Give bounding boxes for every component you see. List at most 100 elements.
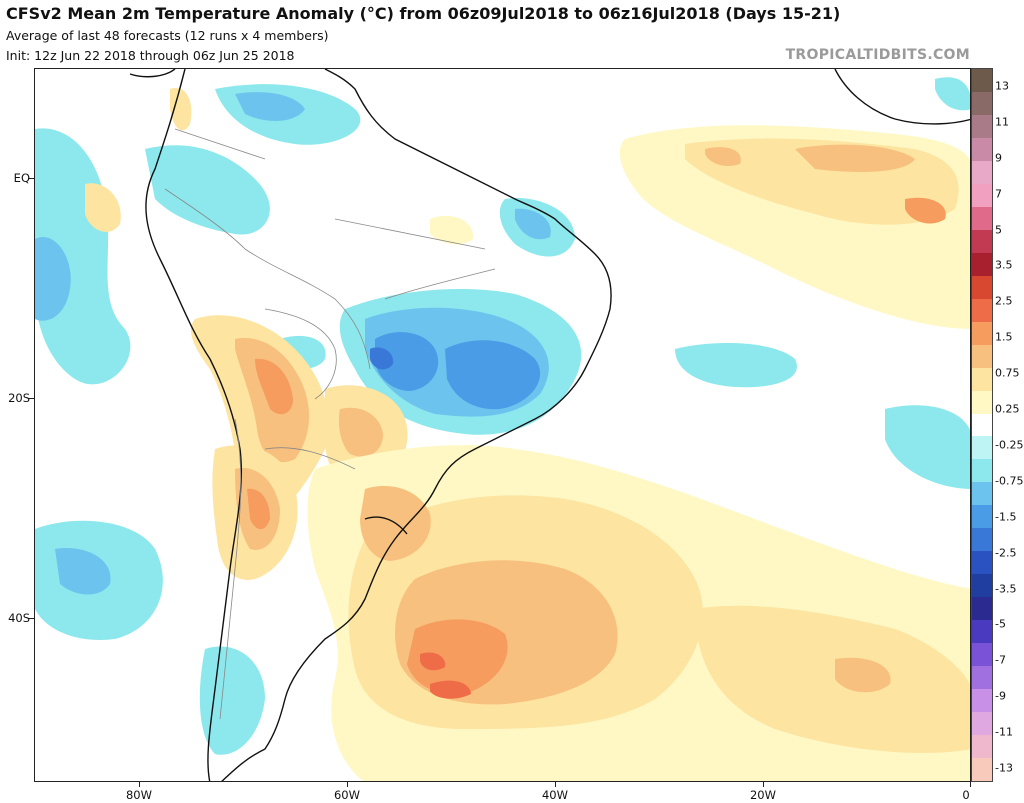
cool-region-pacific-south-core [55,548,111,595]
central-america-coast [129,69,176,78]
cool-region-patagonia [199,646,265,755]
colorbar-label: -0.75 [995,474,1024,488]
colorbar-label: 9 [995,151,1002,165]
colorbar-segment [972,298,992,323]
colorbar-label: -5 [995,617,1006,631]
lon-label-40w: 40W [541,788,569,802]
lat-label-40s: 40S [8,611,30,625]
south-america-coastline [145,69,612,781]
colorbar-label: -7 [995,653,1006,667]
argentina-chile-border [219,418,242,720]
forecast-description: Average of last 48 forecasts (12 runs x … [6,28,329,43]
colorbar-segment [972,436,992,460]
colorbar-segment [972,482,992,506]
cool-region-southwest-africa [935,77,970,111]
colorbar-segment [972,597,992,621]
colorbar-label: 7 [995,187,1002,201]
colorbar-label: -0.25 [995,438,1024,452]
cool-region-nordeste-core [515,208,551,240]
colorbar-segment [972,183,992,208]
colorbar-label: 11 [995,115,1009,129]
brazil-internal-2 [384,268,496,300]
bolivia-border [264,308,337,400]
lat-label-20s: 20S [8,391,30,405]
tick-20w [763,782,764,787]
warm-region-east-atlantic-core [835,657,891,693]
cool-region-pacific-north-core [35,237,71,321]
tick-eq [28,178,34,179]
cool-region-atlantic-equatorial [675,343,797,388]
colorbar-segment [972,137,992,162]
border-layer [164,128,496,720]
colorbar-segment [972,390,992,414]
uruguay-coast [364,516,408,535]
coastline-layer [129,69,970,781]
argentina-north-border [264,447,356,470]
colorbar-label: 5 [995,223,1002,237]
lon-label-0: 0 [962,788,970,802]
warm-region-paraguay-mid [338,407,383,457]
cool-region-south-atlantic-east [885,405,970,489]
colorbar-segment [972,321,992,346]
lon-label-60w: 60W [333,788,361,802]
colorbar-segment [972,735,992,759]
tick-40s [28,618,34,619]
brand-watermark: TROPICALTIDBITS.COM [785,47,970,63]
colorbar-segment [972,689,992,713]
cool-region-brazil-central-core2 [445,340,541,410]
colorbar-segment [972,620,992,644]
warm-region-south-atlantic-peak2 [430,680,471,699]
warm-region-guianas [430,215,474,245]
colorbar-segment [972,666,992,690]
colorbar-label: -9 [995,689,1006,703]
cool-region-brazil-central-core [374,332,439,391]
tick-40w [555,782,556,787]
cool-region-andes-north [145,145,270,235]
colorbar-label: -3.5 [995,582,1017,596]
colombia-border [174,128,266,160]
colorbar-segment [972,114,992,139]
colorbar-segment [972,344,992,369]
cool-region-pacific-north [35,128,131,385]
warm-region-andes-central-core [255,358,293,415]
africa-coastline [834,69,970,125]
tick-0 [970,782,971,787]
peru-border [164,188,246,250]
warm-region-atlantic-equatorial-core3 [905,197,946,224]
colorbar-segment [972,160,992,185]
tick-20s [28,398,34,399]
colorbar-segment [972,459,992,483]
colorbar-segment [972,206,992,231]
colorbar-label: -13 [995,761,1013,775]
warm-region-east-atlantic [695,605,970,753]
map-title: CFSv2 Mean 2m Temperature Anomaly (°C) f… [6,4,841,23]
brazil-west-border [244,248,371,370]
lat-label-eq: EQ [13,171,30,185]
warm-region-atlantic-equatorial-core2 [795,144,915,172]
colorbar-label: 3.5 [995,258,1013,272]
init-time: Init: 12z Jun 22 2018 through 06z Jun 25… [6,48,295,63]
colorbar-label: -1.5 [995,510,1017,524]
colorbar-segment [972,229,992,254]
colorbar-segment [972,367,992,392]
colorbar-segment [972,413,992,437]
colorbar-label: 0.25 [995,402,1020,416]
warm-region-south-atlantic-hot [407,619,508,695]
colorbar-segment [972,505,992,529]
colorbar-segment [972,551,992,575]
colorbar-segment [972,91,992,116]
warm-region-south-atlantic-peak1 [420,652,446,671]
lon-label-20w: 20W [749,788,777,802]
tick-60w [347,782,348,787]
colorbar-label: -11 [995,725,1013,739]
colorbar-segment [972,528,992,552]
colorbar [971,68,993,782]
colorbar-label: -2.5 [995,546,1017,560]
warm-region-northwest-corner [170,88,192,131]
colorbar-segment [972,574,992,598]
brazil-internal-1 [334,218,486,250]
colorbar-label: 13 [995,79,1009,93]
anomaly-map [34,68,971,782]
colorbar-label: 2.5 [995,294,1013,308]
warm-anomaly-layer [85,88,970,781]
